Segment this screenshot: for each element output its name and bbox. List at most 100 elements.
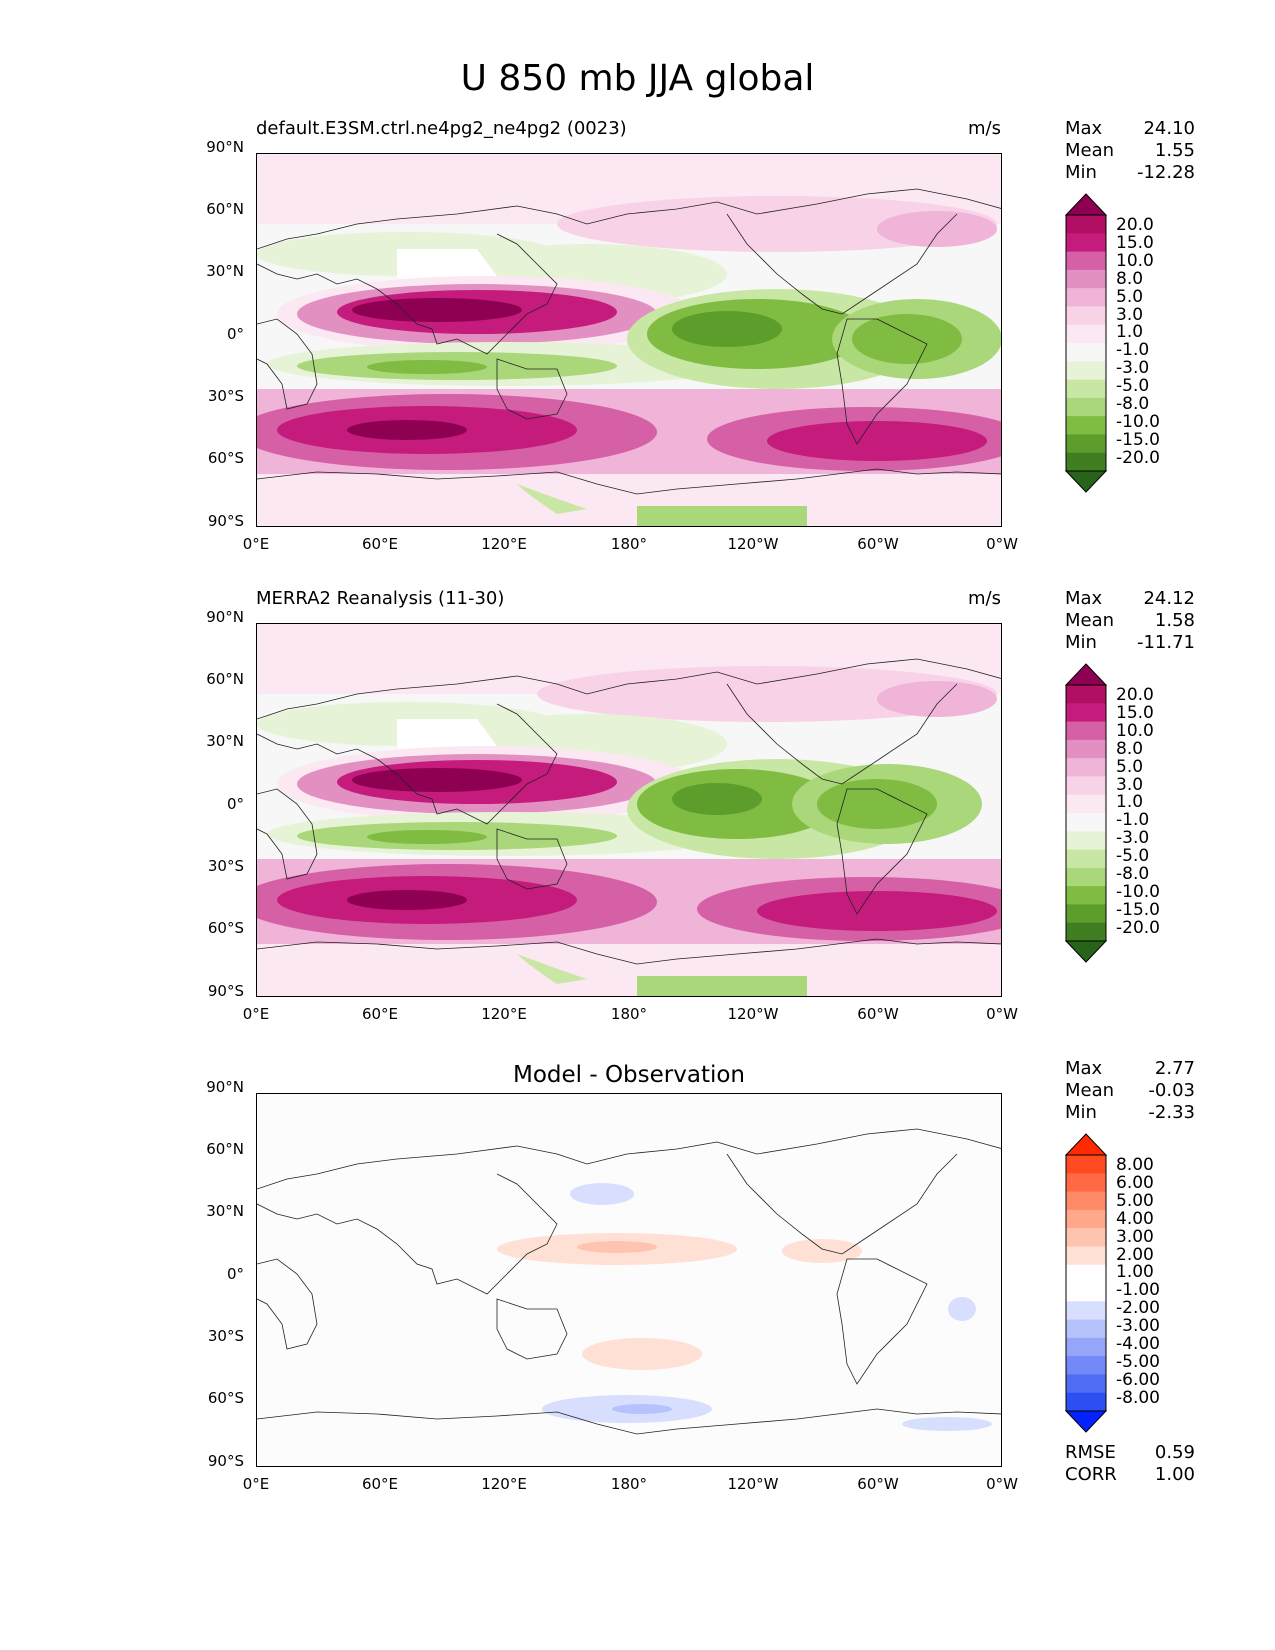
colorbar-tick-label: -20.0 (1116, 447, 1160, 468)
y-tick-label: 60°S (207, 1389, 244, 1407)
colorbar-tick-label: 3.0 (1116, 774, 1144, 795)
colorbar-segment (1066, 251, 1106, 271)
colorbar-segment (1066, 306, 1106, 326)
colorbar-tick-label: 4.00 (1116, 1208, 1154, 1229)
x-tick-label: 180° (610, 535, 648, 553)
panel-title: default.E3SM.ctrl.ne4pg2_ne4pg2 (0023) (256, 118, 627, 139)
colorbar-tick-label: -3.0 (1116, 358, 1150, 379)
y-tick-label: 60°N (206, 670, 244, 688)
colorbar-segment (1066, 324, 1106, 344)
colorbar-segment (1066, 1228, 1106, 1247)
colorbar-tick-label: 10.0 (1116, 250, 1154, 271)
colorbar-segment (1066, 904, 1106, 924)
colorbar-tick-label: 10.0 (1116, 720, 1154, 741)
stat-name: Mean (1065, 1080, 1115, 1101)
x-tick-label: 60°E (361, 535, 399, 553)
y-tick-label: 90°N (206, 1078, 244, 1096)
y-tick-label: 60°S (207, 919, 244, 937)
y-tick-label: 30°S (207, 857, 244, 875)
y-tick-label: 30°N (206, 732, 244, 750)
colorbar-tick-label: -20.0 (1116, 917, 1160, 938)
colorbar-tick-label: 20.0 (1116, 685, 1154, 705)
stat-name: Max (1065, 588, 1103, 609)
y-tick-label: 60°N (206, 200, 244, 218)
colorbar-segment (1066, 343, 1106, 362)
colorbar-tick-label: -8.0 (1116, 394, 1150, 414)
x-tick-label: 120°W (727, 1005, 779, 1023)
diff-field (257, 1094, 1001, 1466)
y-tick-label: 60°S (207, 449, 244, 467)
units-label: m/s (968, 118, 1001, 139)
colorbar-segment (1066, 703, 1106, 723)
colorbar-tick-label: -1.0 (1116, 340, 1150, 361)
panel-title: Model - Observation (512, 1062, 746, 1088)
colorbar-tick-label: 1.0 (1116, 792, 1144, 813)
x-tick-label: 60°W (857, 1475, 899, 1493)
colorbar-tick-label: -15.0 (1116, 899, 1160, 920)
stat-value: -2.33 (1148, 1102, 1195, 1123)
colorbar-tick-label: 5.0 (1116, 286, 1144, 307)
colorbar-segment (1066, 288, 1106, 307)
stat-name: Min (1065, 632, 1097, 653)
colorbar-segment (1066, 758, 1106, 777)
y-tick-label: 0° (226, 1265, 244, 1283)
stat-value: 0.59 (1154, 1442, 1195, 1463)
x-tick-label: 120°E (481, 535, 527, 553)
colorbar-segment (1066, 1392, 1106, 1412)
x-tick-label: 0°W (986, 535, 1018, 553)
obs-panel: MERRA2 Reanalysis (11-30) m/s (0, 470, 1275, 1023)
diff-panel: Model - Observation 90°N 60°N 30°N 0° 30… (0, 940, 1275, 1493)
colorbar-segment (1066, 867, 1106, 887)
y-tick-label: 30°S (207, 1327, 244, 1345)
colorbar (1064, 193, 1108, 493)
figure-title: U 850 mb JJA global (460, 58, 815, 99)
colorbar-tick-label: -15.0 (1116, 429, 1160, 450)
y-tick-label: 90°S (207, 1452, 244, 1470)
stat-name: Max (1065, 1058, 1103, 1079)
colorbar-segment (1066, 794, 1106, 814)
colorbar-segment (1066, 379, 1106, 399)
colorbar-tick-label: 15.0 (1116, 702, 1154, 723)
colorbar-segment (1066, 397, 1106, 417)
colorbar-frame (1065, 214, 1107, 472)
colorbar-extend-top (1064, 663, 1108, 686)
colorbar-tick-label: 5.0 (1116, 756, 1144, 777)
colorbar-extend-bottom (1064, 1410, 1108, 1433)
colorbar-segment (1066, 233, 1106, 253)
stat-value: 1.58 (1154, 610, 1195, 631)
colorbar-tick-label: 5.00 (1116, 1190, 1154, 1211)
colorbar-tick-label: -4.00 (1116, 1334, 1160, 1354)
x-tick-label: 0°W (986, 1475, 1018, 1493)
colorbar-tick-label: -6.00 (1116, 1369, 1160, 1390)
x-tick-label: 60°W (857, 1005, 899, 1023)
y-tick-label: 90°N (206, 608, 244, 626)
y-tick-label: 60°N (206, 1140, 244, 1158)
colorbar-segment (1066, 776, 1106, 796)
y-tick-label: 90°S (207, 982, 244, 1000)
colorbar-tick-label: -3.0 (1116, 828, 1150, 849)
colorbar-tick-label: 15.0 (1116, 232, 1154, 253)
colorbar-tick-label: -2.00 (1116, 1298, 1160, 1319)
colorbar-segment (1066, 849, 1106, 869)
panel-title: MERRA2 Reanalysis (11-30) (256, 588, 505, 609)
colorbar-segment (1066, 886, 1106, 905)
y-tick-label: 90°N (206, 138, 244, 156)
colorbar-tick-label: 8.0 (1116, 268, 1144, 289)
stat-name: Max (1065, 118, 1103, 139)
colorbar-segment (1066, 739, 1106, 759)
model-panel: default.E3SM.ctrl.ne4pg2_ne4pg2 (0023) m… (0, 0, 1275, 553)
stat-value: -12.28 (1136, 162, 1195, 183)
colorbar-segment (1066, 1246, 1106, 1266)
colorbar-segment (1066, 813, 1106, 832)
colorbar-segment (1066, 1209, 1106, 1229)
x-tick-label: 0°E (242, 1005, 270, 1023)
colorbar-tick-label: 1.00 (1116, 1262, 1154, 1283)
colorbar-frame (1065, 1154, 1107, 1412)
colorbar (1064, 1133, 1108, 1433)
x-tick-label: 180° (610, 1005, 648, 1023)
colorbar-tick-label: -8.0 (1116, 864, 1150, 884)
x-tick-label: 0°E (242, 535, 270, 553)
colorbar (1064, 663, 1108, 963)
colorbar-segment (1066, 1191, 1106, 1211)
y-tick-label: 30°N (206, 1202, 244, 1220)
